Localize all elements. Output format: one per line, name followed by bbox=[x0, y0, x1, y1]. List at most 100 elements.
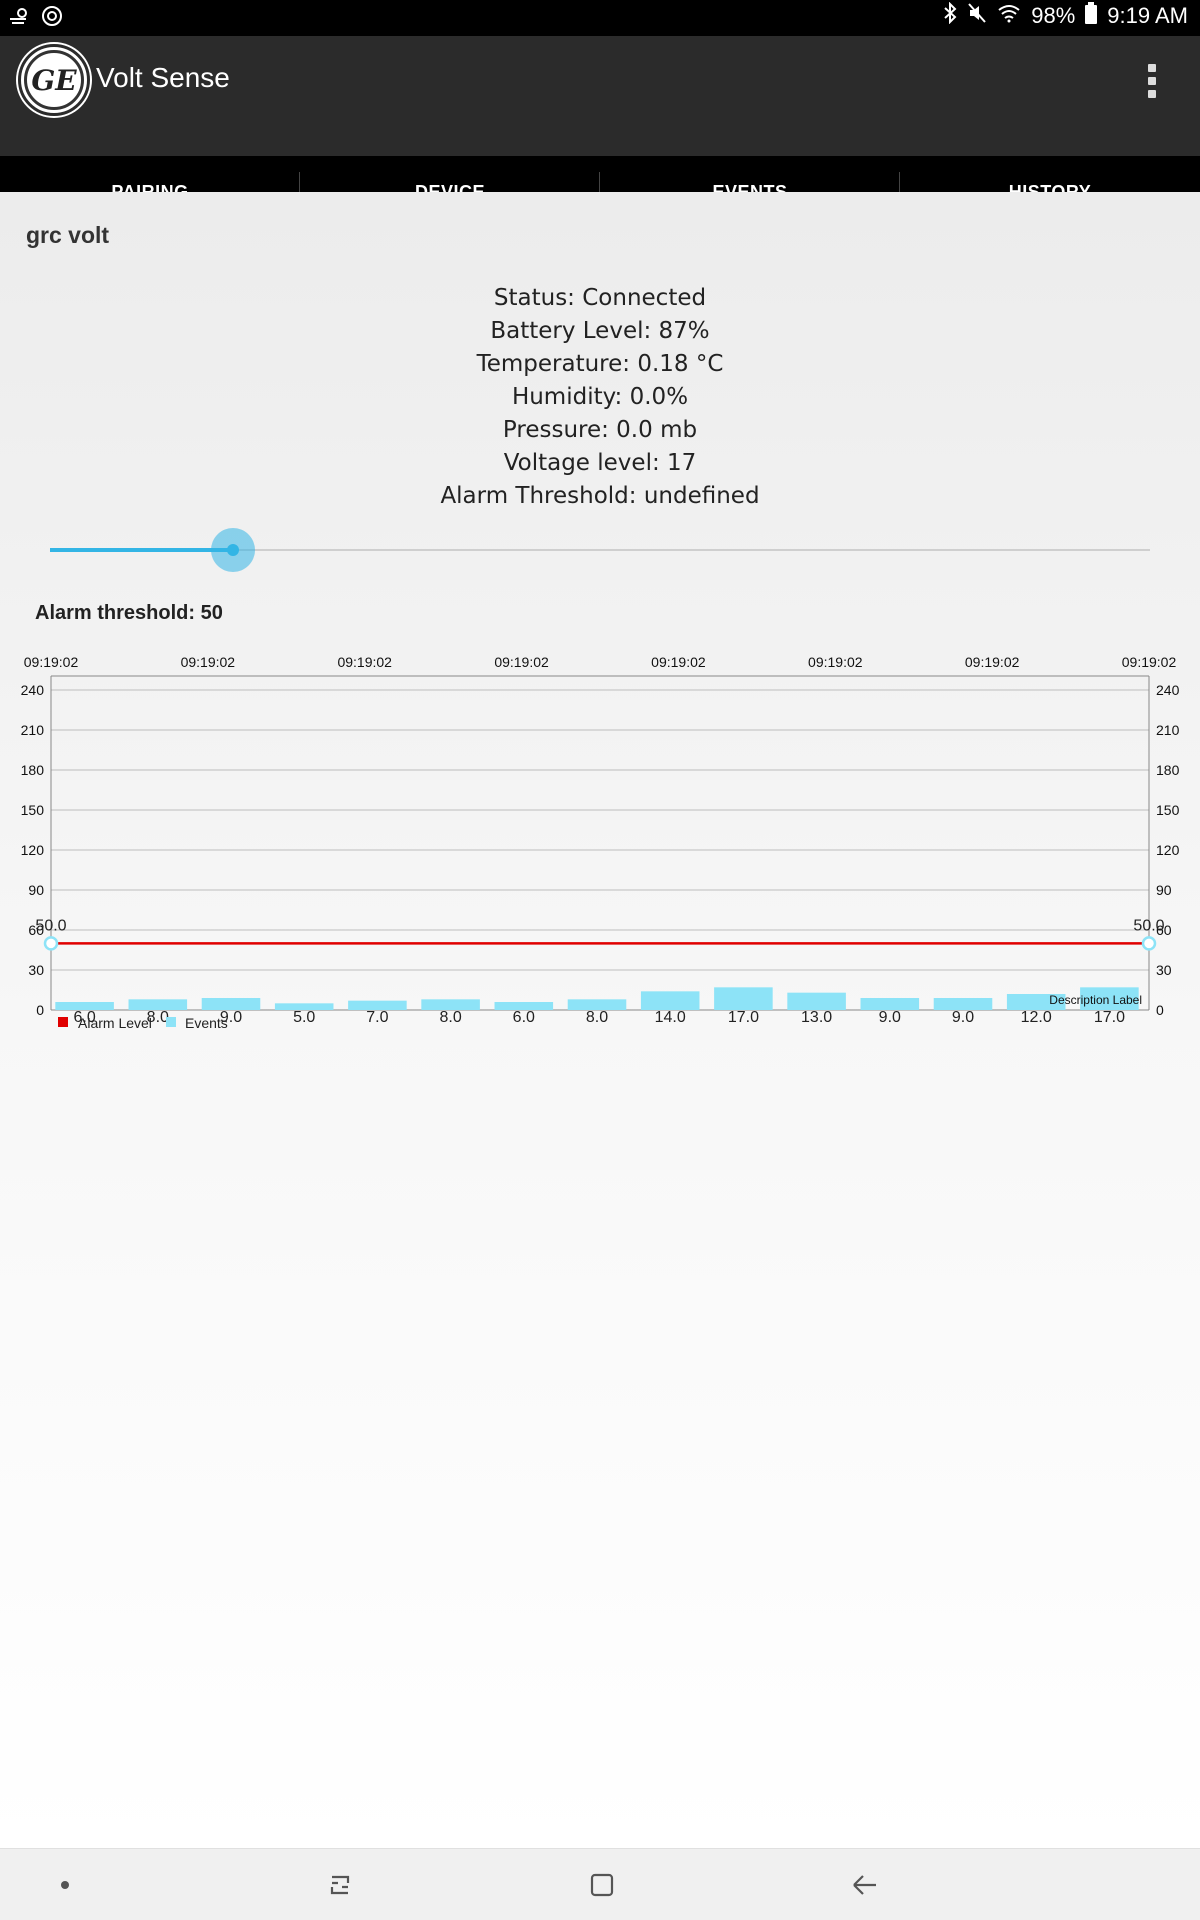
status-left-icons bbox=[8, 4, 64, 33]
y-left-tick-label: 90 bbox=[28, 882, 44, 898]
legend-alarm-label: Alarm Level bbox=[78, 1015, 152, 1031]
event-bar bbox=[494, 1002, 554, 1010]
mute-icon bbox=[967, 2, 987, 30]
event-bar bbox=[787, 992, 846, 1010]
slider-thumb[interactable] bbox=[227, 544, 240, 556]
y-right-tick-label: 180 bbox=[1156, 762, 1180, 778]
y-right-tick-label: 30 bbox=[1156, 962, 1172, 978]
recent-apps-icon[interactable] bbox=[300, 1849, 380, 1920]
bluetooth-icon bbox=[943, 1, 957, 30]
y-left-tick-label: 30 bbox=[28, 962, 44, 978]
x-top-tick-label: 09:19:02 bbox=[337, 654, 392, 670]
slider-fill bbox=[50, 548, 234, 552]
event-bar-value-label: 12.0 bbox=[1021, 1009, 1052, 1026]
alarm-threshold-line: Alarm Threshold: undefined bbox=[440, 483, 760, 509]
device-name: grc volt bbox=[26, 222, 110, 248]
y-right-tick-label: 240 bbox=[1156, 682, 1180, 698]
x-top-tick-label: 09:19:02 bbox=[494, 654, 549, 670]
navigation-bar bbox=[0, 1848, 1200, 1920]
weather-icon bbox=[8, 5, 32, 32]
event-bar bbox=[201, 998, 261, 1010]
chart-description-label: Description Label bbox=[1049, 993, 1142, 1007]
event-bar-value-label: 8.0 bbox=[586, 1009, 608, 1026]
event-bar-value-label: 7.0 bbox=[366, 1009, 388, 1026]
event-bar bbox=[274, 1003, 334, 1010]
event-bar-value-label: 8.0 bbox=[439, 1009, 461, 1026]
event-bar bbox=[860, 998, 920, 1010]
y-right-tick-label: 90 bbox=[1156, 882, 1172, 898]
y-right-tick-label: 150 bbox=[1156, 802, 1180, 818]
battery-icon bbox=[1085, 2, 1098, 30]
events-chart-svg: 09:19:02 09:19:02 09:19:02 09:19:02 09:19:02… bbox=[21, 654, 1180, 1031]
y-left-tick-label: 240 bbox=[21, 682, 45, 698]
alarm-value-label-start: 50.0 bbox=[35, 917, 66, 934]
event-bar-value-label: 5.0 bbox=[293, 1009, 315, 1026]
clock: 9:19 AM bbox=[1107, 3, 1188, 28]
x-top-tick-label: 09:19:02 bbox=[181, 654, 236, 670]
y-left-tick-label: 210 bbox=[21, 722, 45, 738]
y-left-tick-label: 0 bbox=[36, 1002, 44, 1018]
event-bar-value-label: 9.0 bbox=[220, 1009, 242, 1026]
slider-track[interactable] bbox=[50, 549, 1150, 551]
voltage-level-line: Voltage level: 17 bbox=[503, 450, 697, 476]
pressure-line: Pressure: 0.0 mb bbox=[502, 417, 698, 443]
event-bar-value-label: 9.0 bbox=[952, 1009, 974, 1026]
temperature-line: Temperature: 0.18 °C bbox=[476, 351, 724, 377]
back-icon[interactable] bbox=[825, 1849, 905, 1920]
device-info: Status: Connected Battery Level: 87% Tem… bbox=[0, 282, 1200, 513]
alarm-threshold-slider[interactable] bbox=[50, 528, 1150, 572]
y-right-tick-label: 120 bbox=[1156, 842, 1180, 858]
event-bar bbox=[421, 999, 480, 1010]
wifi-icon bbox=[997, 3, 1021, 29]
event-bar bbox=[348, 1000, 407, 1010]
legend-events-label: Events bbox=[185, 1015, 228, 1031]
app-bar: GE Volt Sense PAIRING DEVICE EVENTS HIST… bbox=[0, 36, 1200, 228]
app-title: Volt Sense bbox=[96, 62, 230, 93]
y-left-tick-label: 120 bbox=[21, 842, 45, 858]
event-bar-value-label: 13.0 bbox=[801, 1009, 832, 1026]
event-bar-value-label: 9.0 bbox=[879, 1009, 901, 1026]
status-line: Status: Connected bbox=[493, 285, 707, 311]
status-bar: 98% 9:19 AM bbox=[0, 0, 1200, 36]
events-chart: 09:19:02 09:19:02 09:19:02 09:19:02 09:19:02… bbox=[0, 652, 1200, 1042]
x-top-tick-label: 09:19:02 bbox=[1122, 654, 1177, 670]
x-top-tick-label: 09:19:02 bbox=[651, 654, 706, 670]
ge-logo-text: GE bbox=[24, 50, 84, 110]
ge-logo: GE bbox=[18, 44, 90, 116]
battery-level-line: Battery Level: 87% bbox=[490, 318, 710, 344]
home-icon[interactable] bbox=[562, 1849, 642, 1920]
event-bar bbox=[1080, 987, 1139, 1010]
event-bar bbox=[128, 999, 188, 1010]
alarm-point-start bbox=[43, 936, 59, 951]
alarm-point-end bbox=[1141, 936, 1157, 951]
alarm-value-label-end: 50.0 bbox=[1133, 917, 1164, 934]
event-bar-value-label: 8.0 bbox=[147, 1009, 169, 1026]
battery-percent: 98% bbox=[1031, 3, 1076, 28]
event-bar-value-label: 17.0 bbox=[728, 1009, 759, 1026]
device-panel: grc volt Status: Connected Battery Level… bbox=[0, 192, 1200, 1848]
y-right-tick-label: 210 bbox=[1156, 722, 1180, 738]
event-bar bbox=[640, 991, 700, 1010]
event-bar-value-label: 14.0 bbox=[655, 1009, 686, 1026]
event-bar bbox=[567, 999, 627, 1010]
y-right-tick-label: 0 bbox=[1156, 1002, 1164, 1018]
x-top-tick-label: 09:19:02 bbox=[808, 654, 863, 670]
event-bar bbox=[1006, 994, 1066, 1010]
y-right-tick-label: 60 bbox=[1156, 922, 1172, 938]
legend-events-swatch bbox=[166, 1017, 176, 1027]
legend-alarm-swatch bbox=[58, 1017, 68, 1027]
sync-icon bbox=[40, 4, 64, 33]
humidity-line: Humidity: 0.0% bbox=[511, 384, 689, 410]
overflow-menu-icon[interactable] bbox=[1144, 64, 1160, 98]
alarm-threshold-label: Alarm threshold: 50 bbox=[35, 602, 223, 624]
status-right-icons: 98% 9:19 AM bbox=[943, 1, 1188, 30]
event-bar bbox=[714, 987, 773, 1010]
event-bar-value-label: 6.0 bbox=[513, 1009, 535, 1026]
event-bar bbox=[933, 998, 993, 1010]
x-top-tick-label: 09:19:02 bbox=[24, 654, 79, 670]
event-bar bbox=[55, 1002, 114, 1010]
x-top-tick-label: 09:19:02 bbox=[965, 654, 1020, 670]
recents-dot-icon[interactable] bbox=[30, 1849, 100, 1920]
event-bar-value-label: 6.0 bbox=[73, 1009, 95, 1026]
y-left-tick-label: 150 bbox=[21, 802, 45, 818]
